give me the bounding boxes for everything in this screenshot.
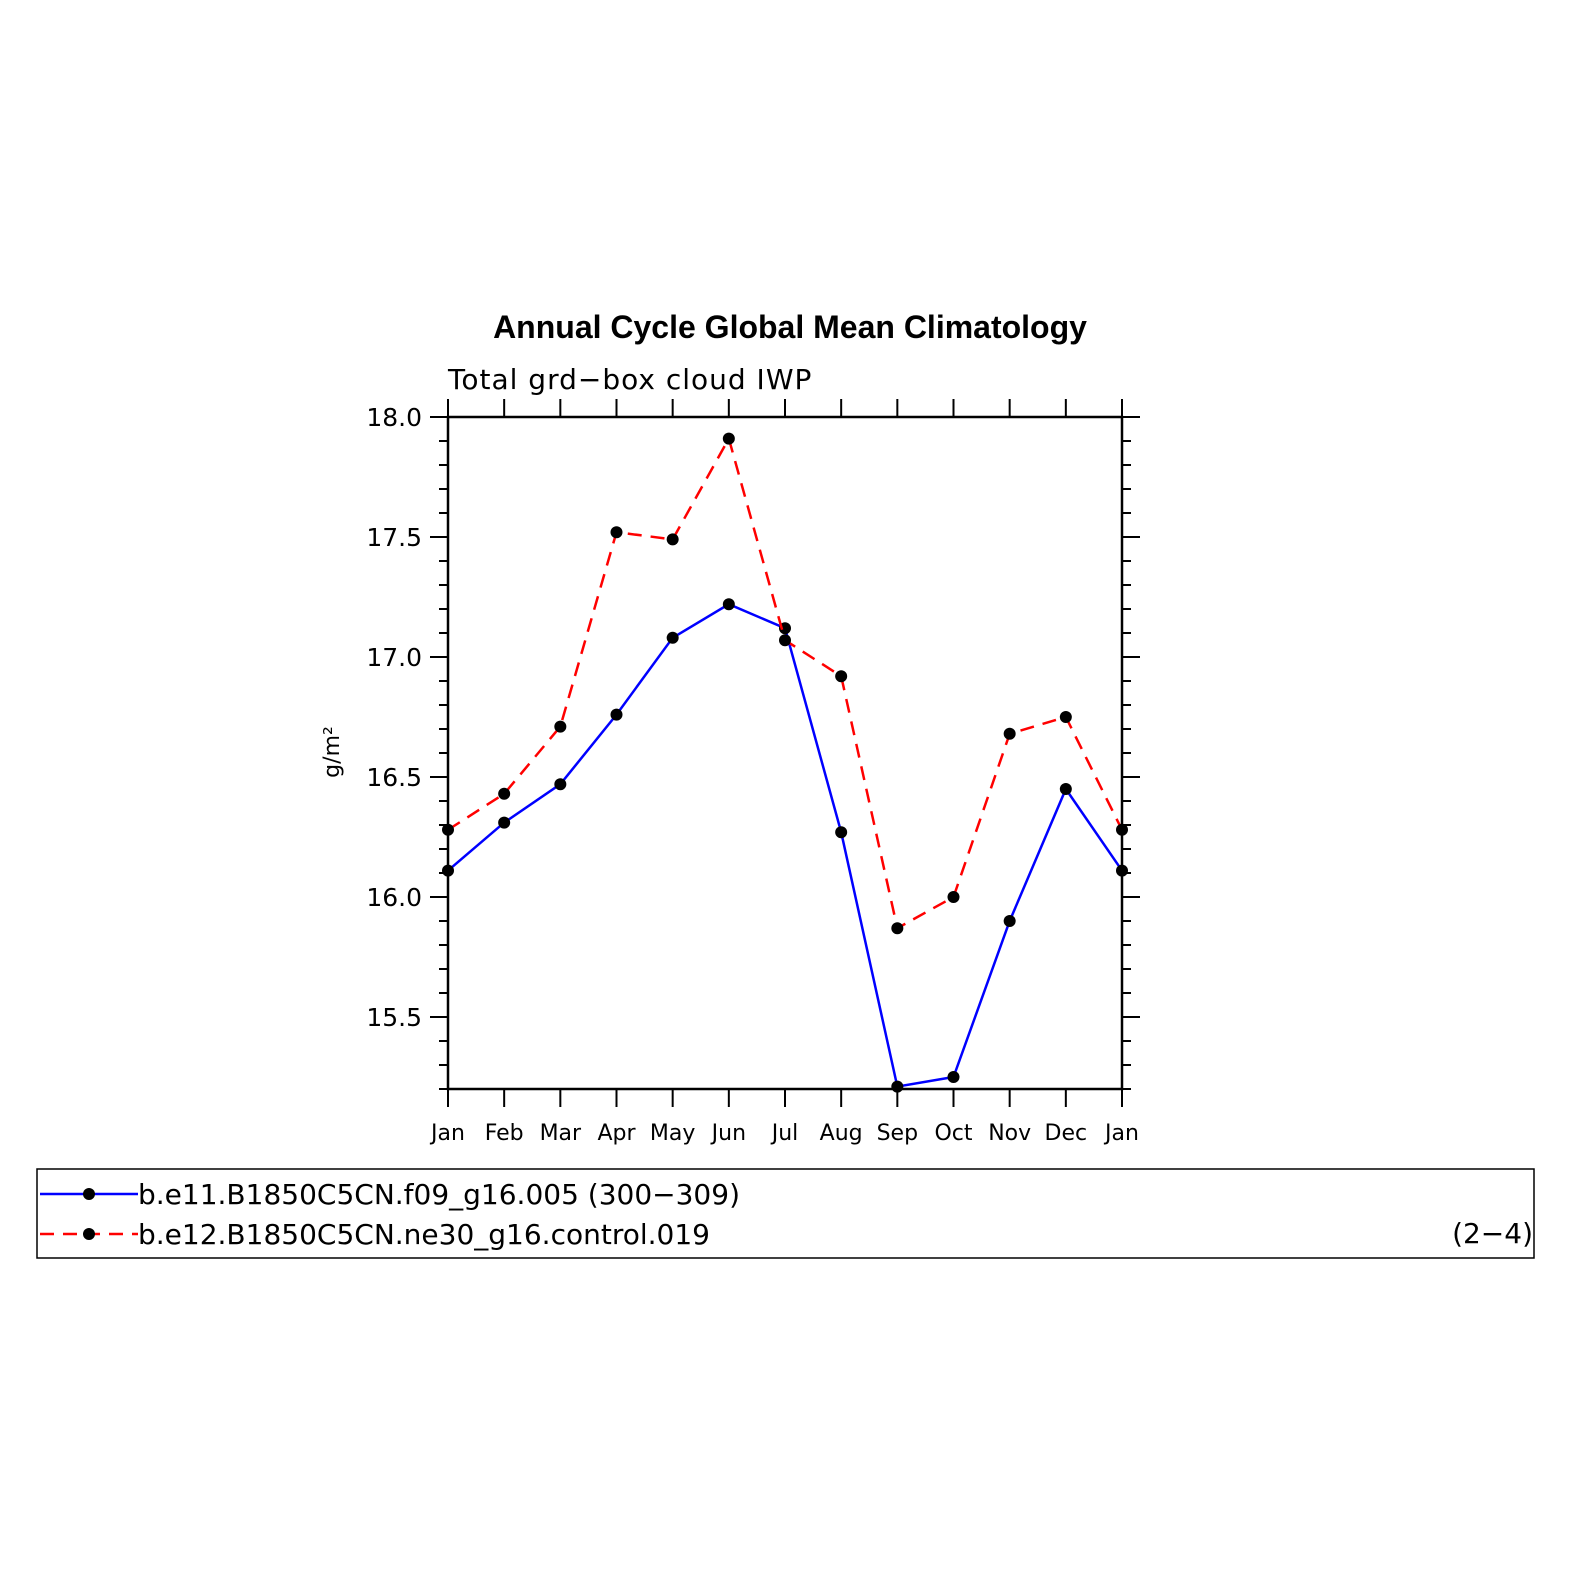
series-2-point xyxy=(779,634,791,647)
series-1-point xyxy=(666,631,679,644)
series-2-point xyxy=(835,670,848,683)
chart-subtitle: Total grd−box cloud IWP xyxy=(447,363,812,396)
series-2-point xyxy=(947,891,960,903)
series-line-2 xyxy=(447,435,1124,931)
series-2-point xyxy=(1059,711,1072,723)
series-2-point xyxy=(666,533,679,546)
x-tick-label: May xyxy=(650,1121,695,1146)
x-tick-label: Aug xyxy=(820,1121,863,1146)
series-2-point xyxy=(554,720,567,733)
chart-title: Annual Cycle Global Mean Climatology xyxy=(493,309,1087,345)
series-1-point xyxy=(554,778,567,791)
x-tick-label: Jun xyxy=(710,1121,746,1146)
legend-marker-1 xyxy=(83,1188,95,1200)
x-tick-label: Dec xyxy=(1045,1121,1088,1146)
series-2-point xyxy=(610,526,623,539)
legend-note: (2−4) xyxy=(1452,1217,1533,1250)
legend-label-2: b.e12.B1850C5CN.ne30_g16.control.019 xyxy=(138,1218,710,1251)
series-1-point xyxy=(722,598,735,611)
x-tick-label: Feb xyxy=(485,1121,524,1146)
x-tick-label: Mar xyxy=(540,1121,582,1146)
x-tick-label: Jan xyxy=(1103,1121,1139,1146)
plot-frame xyxy=(446,415,1124,1091)
series-2-point xyxy=(891,922,904,935)
y-tick-label: 15.5 xyxy=(366,1003,422,1032)
legend: (2−4) b.e11.B1850C5CN.f09_g16.005 (300−3… xyxy=(36,1168,1535,1259)
y-tick-label: 17.5 xyxy=(366,523,422,552)
series-2-point xyxy=(1003,727,1016,740)
series-1-point xyxy=(947,1071,960,1083)
series-1-point xyxy=(498,816,511,829)
legend-marker-2 xyxy=(83,1228,95,1240)
x-tick-label: Oct xyxy=(934,1121,972,1146)
axes-layer: 15.5 16.0 16.5 17.0 17.5 18.0 Jan Feb Mar Apr May J… xyxy=(366,399,1140,1146)
series-1-point xyxy=(610,708,623,721)
series-2-point xyxy=(498,787,511,800)
x-tick-label: Jul xyxy=(770,1121,799,1146)
x-tick-label: Apr xyxy=(597,1121,636,1146)
series-1-point xyxy=(1059,783,1072,795)
series-line-1 xyxy=(447,602,1124,1089)
series-1-point xyxy=(835,826,848,839)
y-tick-label: 18.0 xyxy=(366,403,422,432)
y-tick-label: 16.5 xyxy=(366,763,422,792)
x-tick-label: Sep xyxy=(877,1121,918,1146)
series-layer xyxy=(442,432,1128,1093)
y-tick-label: 17.0 xyxy=(366,643,422,672)
series-2-point xyxy=(722,432,735,445)
x-tick-label: Nov xyxy=(988,1121,1031,1146)
legend-box xyxy=(36,1168,1535,1259)
x-tick-label: Jan xyxy=(429,1121,465,1146)
series-1-point xyxy=(1003,915,1016,927)
legend-label-1: b.e11.B1850C5CN.f09_g16.005 (300−309) xyxy=(138,1178,740,1211)
y-axis-label: g/m² xyxy=(320,726,345,778)
y-tick-label: 16.0 xyxy=(366,883,422,912)
